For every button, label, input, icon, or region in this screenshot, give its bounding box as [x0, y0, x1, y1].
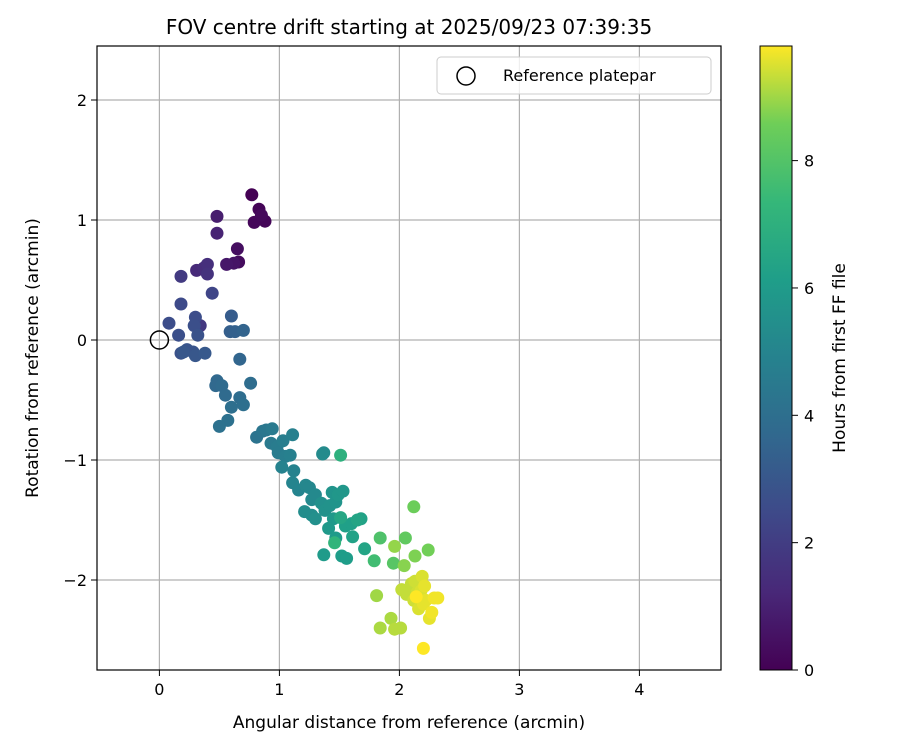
data-point [340, 551, 354, 565]
data-point [373, 621, 387, 635]
data-point [397, 559, 411, 573]
data-point [205, 286, 219, 300]
colorbar-tick-label: 4 [804, 406, 814, 425]
data-point [244, 376, 258, 390]
chart-title: FOV centre drift starting at 2025/09/23 … [166, 15, 652, 39]
data-point [265, 422, 279, 436]
data-point [350, 513, 364, 527]
data-point [416, 641, 430, 655]
data-point [198, 346, 212, 360]
y-axis-ticks: −2 −1 0 1 2 [63, 91, 97, 590]
data-point [407, 500, 421, 514]
data-point [275, 460, 289, 474]
data-point [224, 309, 238, 323]
data-point [346, 530, 360, 544]
data-point [370, 589, 384, 603]
data-point [316, 447, 330, 461]
legend-reference-marker [456, 66, 476, 86]
x-tick-label: 0 [154, 680, 164, 699]
data-point [191, 328, 205, 342]
data-point [236, 398, 250, 412]
legend: Reference platepar [436, 56, 712, 95]
data-point [200, 257, 214, 271]
data-point [425, 605, 439, 619]
colorbar-label: Hours from first FF file [830, 263, 850, 453]
data-point [210, 209, 224, 223]
colorbar [759, 45, 793, 671]
x-tick-label: 1 [274, 680, 284, 699]
data-point [276, 434, 290, 448]
data-point [210, 226, 224, 240]
plot-frame [96, 45, 722, 671]
colorbar-ticks: 0 2 4 6 8 [792, 152, 814, 680]
data-point [373, 531, 387, 545]
data-point [386, 556, 400, 570]
data-point [408, 549, 422, 563]
legend-label: Reference platepar [503, 66, 656, 85]
legend-box [436, 56, 712, 95]
y-tick-label: 1 [77, 211, 87, 230]
data-point [233, 352, 247, 366]
data-point [174, 297, 188, 311]
data-point [162, 316, 176, 330]
data-point [174, 269, 188, 283]
data-point [212, 419, 226, 433]
data-point [334, 448, 348, 462]
data-point [200, 267, 214, 281]
data-point [334, 511, 348, 525]
x-axis-label: Angular distance from reference (arcmin) [233, 713, 585, 733]
x-tick-label: 2 [394, 680, 404, 699]
data-point [431, 591, 445, 605]
data-point [367, 554, 381, 568]
data-point [388, 539, 402, 553]
data-point [409, 590, 423, 604]
y-axis-label: Rotation from reference (arcmin) [23, 218, 43, 498]
y-tick-label: 2 [77, 91, 87, 110]
data-point [421, 543, 435, 557]
data-point [287, 464, 301, 478]
data-point [224, 400, 238, 414]
colorbar-tick-label: 8 [804, 152, 814, 171]
reference-marker [149, 330, 170, 350]
data-point [286, 428, 300, 442]
data-point [418, 579, 432, 593]
data-point [220, 257, 234, 271]
data-point [308, 512, 322, 526]
data-point [172, 328, 186, 342]
y-tick-label: 0 [77, 331, 87, 350]
y-tick-label: −2 [63, 571, 87, 590]
y-tick-label: −1 [63, 451, 87, 470]
data-point [283, 448, 297, 462]
data-point [394, 621, 408, 635]
data-point [218, 388, 232, 402]
data-point [230, 242, 244, 256]
data-point [398, 531, 412, 545]
data-points [162, 188, 445, 655]
data-point [336, 484, 350, 498]
x-tick-label: 4 [634, 680, 644, 699]
colorbar-tick-label: 2 [804, 534, 814, 553]
data-point [245, 188, 259, 202]
data-point [317, 548, 331, 562]
data-point [254, 208, 268, 222]
data-point [384, 611, 398, 625]
data-point [236, 323, 250, 337]
x-tick-label: 3 [514, 680, 524, 699]
data-point [176, 345, 190, 359]
colorbar-tick-label: 0 [804, 661, 814, 680]
x-axis-ticks: 0 1 2 3 4 [154, 670, 644, 699]
data-point [328, 536, 342, 550]
data-point [358, 542, 372, 556]
colorbar-tick-label: 6 [804, 279, 814, 298]
data-point [322, 521, 336, 535]
